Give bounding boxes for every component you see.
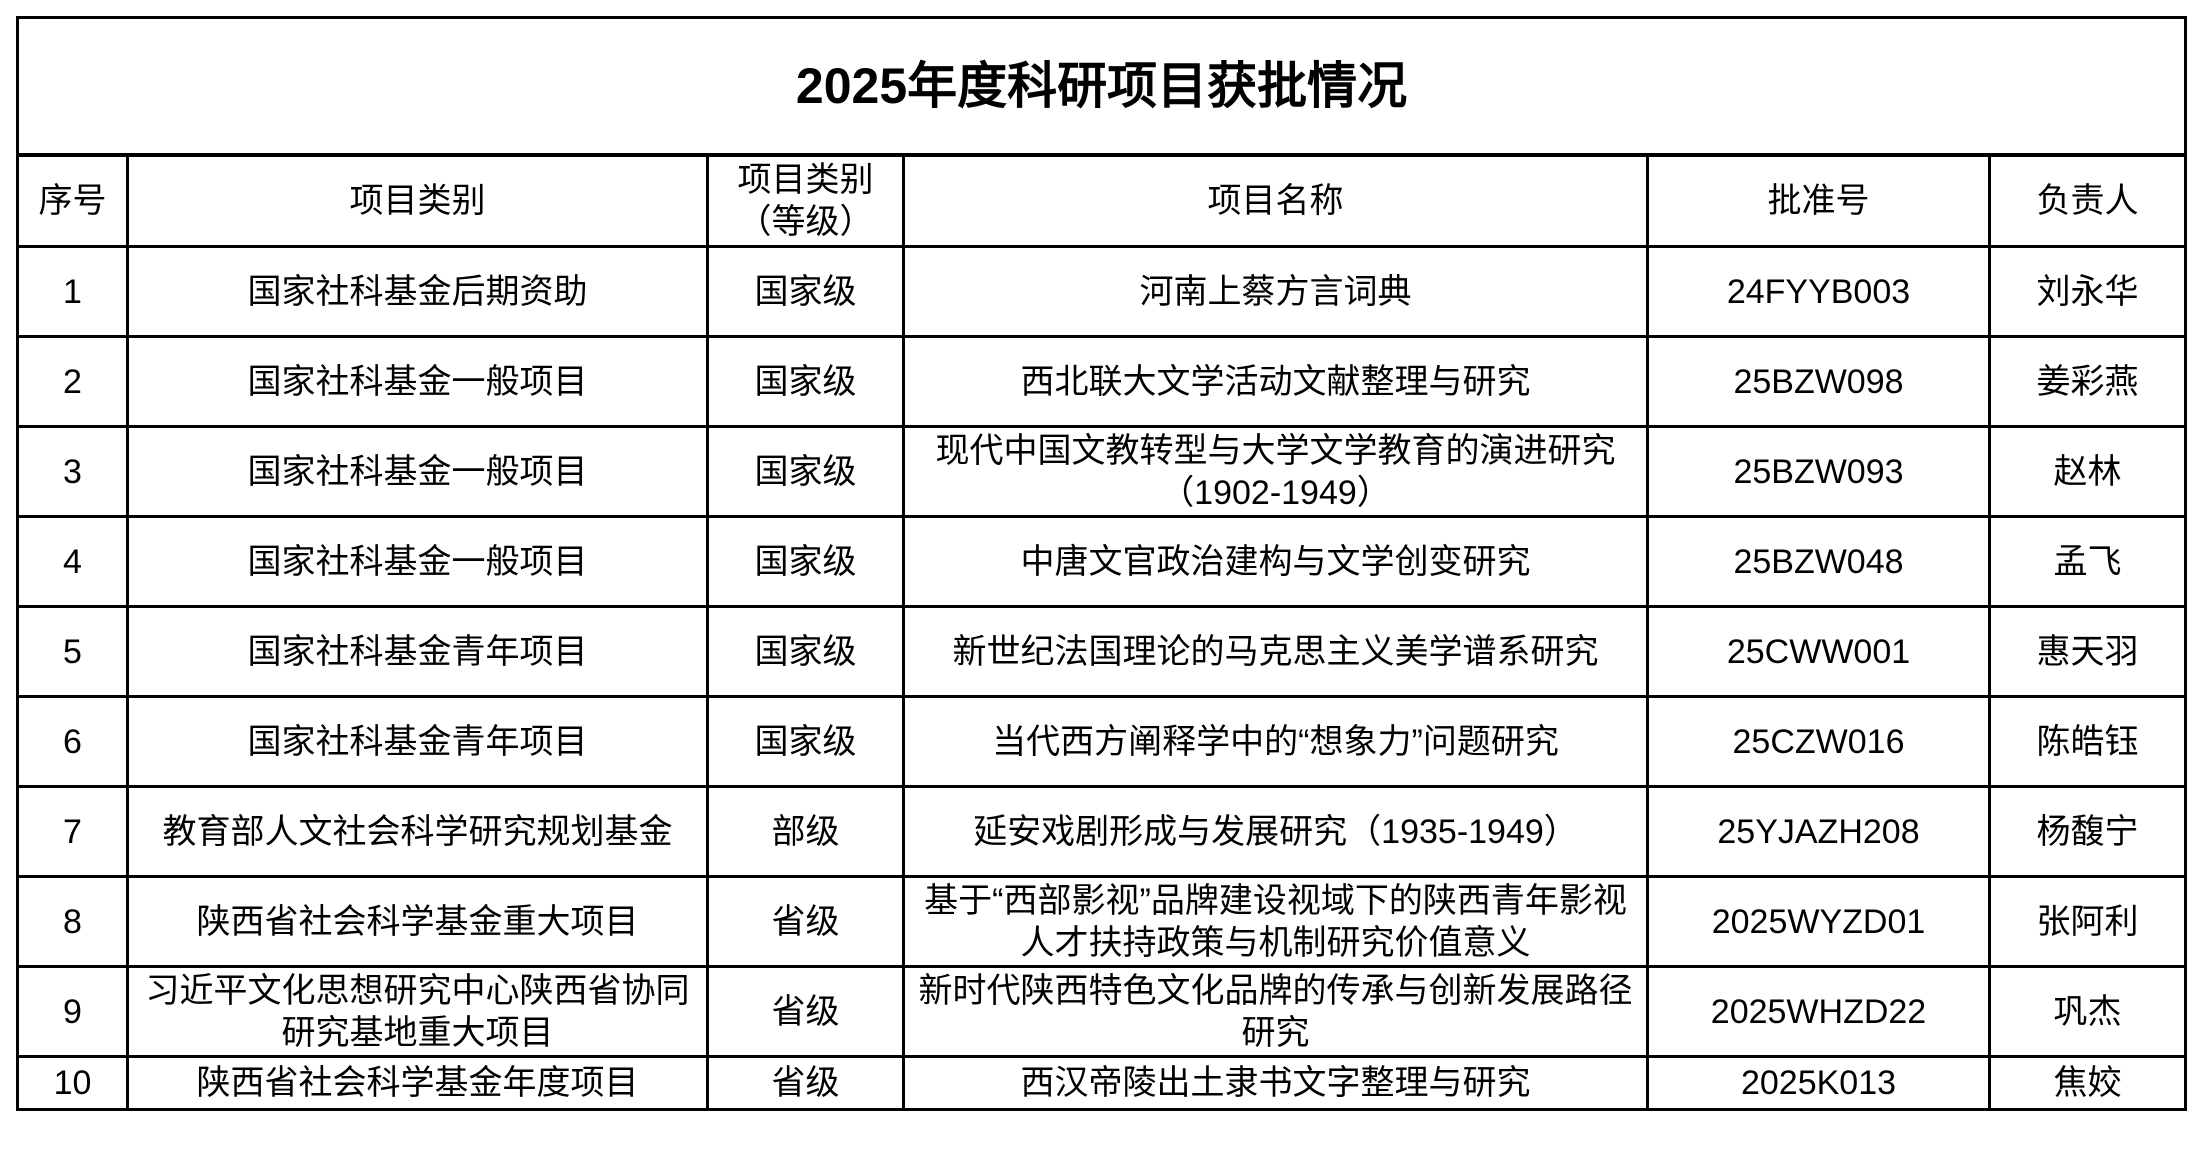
cell-no: 8 bbox=[16, 875, 129, 968]
cell-category: 国家社科基金一般项目 bbox=[126, 425, 709, 518]
cell-name: 延安戏剧形成与发展研究（1935-1949） bbox=[902, 785, 1649, 878]
header-no: 序号 bbox=[16, 153, 129, 248]
cell-name: 中唐文官政治建构与文学创变研究 bbox=[902, 515, 1649, 608]
cell-level: 国家级 bbox=[706, 245, 905, 338]
cell-leader: 孟飞 bbox=[1987, 515, 2188, 608]
cell-leader: 焦姣 bbox=[1987, 1055, 2188, 1111]
cell-code: 2025WYZD01 bbox=[1646, 875, 1991, 968]
cell-category: 教育部人文社会科学研究规划基金 bbox=[126, 785, 709, 878]
cell-category: 陕西省社会科学基金年度项目 bbox=[126, 1055, 709, 1111]
cell-leader: 张阿利 bbox=[1987, 875, 2188, 968]
cell-level: 国家级 bbox=[706, 425, 905, 518]
cell-code: 25BZW048 bbox=[1646, 515, 1991, 608]
cell-category: 习近平文化思想研究中心陕西省协同研究基地重大项目 bbox=[126, 965, 709, 1058]
table-row: 7 教育部人文社会科学研究规划基金 部级 延安戏剧形成与发展研究（1935-1949）… bbox=[16, 785, 2188, 878]
cell-level: 国家级 bbox=[706, 605, 905, 698]
cell-name: 河南上蔡方言词典 bbox=[902, 245, 1649, 338]
cell-code: 25BZW098 bbox=[1646, 335, 1991, 428]
cell-level: 省级 bbox=[706, 1055, 905, 1111]
cell-code: 2025K013 bbox=[1646, 1055, 1991, 1111]
cell-leader: 巩杰 bbox=[1987, 965, 2188, 1058]
cell-category: 国家社科基金一般项目 bbox=[126, 335, 709, 428]
cell-no: 6 bbox=[16, 695, 129, 788]
cell-no: 2 bbox=[16, 335, 129, 428]
cell-name: 新世纪法国理论的马克思主义美学谱系研究 bbox=[902, 605, 1649, 698]
table-row: 6 国家社科基金青年项目 国家级 当代西方阐释学中的“想象力”问题研究 25CZW016… bbox=[16, 695, 2188, 788]
header-level-line2: （等级） bbox=[737, 203, 874, 241]
cell-category: 国家社科基金后期资助 bbox=[126, 245, 709, 338]
cell-code: 2025WHZD22 bbox=[1646, 965, 1991, 1058]
header-category: 项目类别 bbox=[126, 153, 709, 248]
cell-no: 3 bbox=[16, 425, 129, 518]
cell-code: 25CWW001 bbox=[1646, 605, 1991, 698]
cell-no: 7 bbox=[16, 785, 129, 878]
header-name: 项目名称 bbox=[902, 153, 1649, 248]
cell-no: 9 bbox=[16, 965, 129, 1058]
cell-level: 国家级 bbox=[706, 335, 905, 428]
table-row: 1 国家社科基金后期资助 国家级 河南上蔡方言词典 24FYYB003 刘永华 bbox=[16, 245, 2188, 338]
cell-leader: 刘永华 bbox=[1987, 245, 2188, 338]
cell-category: 国家社科基金青年项目 bbox=[126, 605, 709, 698]
cell-no: 5 bbox=[16, 605, 129, 698]
cell-no: 1 bbox=[16, 245, 129, 338]
cell-code: 25YJAZH208 bbox=[1646, 785, 1991, 878]
cell-leader: 姜彩燕 bbox=[1987, 335, 2188, 428]
table-row: 2 国家社科基金一般项目 国家级 西北联大文学活动文献整理与研究 25BZW098 姜彩燕 bbox=[16, 335, 2188, 428]
cell-name: 西北联大文学活动文献整理与研究 bbox=[902, 335, 1649, 428]
cell-level: 省级 bbox=[706, 875, 905, 968]
header-level: 项目类别 （等级） bbox=[706, 153, 905, 248]
cell-leader: 惠天羽 bbox=[1987, 605, 2188, 698]
table-row: 10 陕西省社会科学基金年度项目 省级 西汉帝陵出土隶书文字整理与研究 2025K013… bbox=[16, 1055, 2188, 1111]
table-row: 5 国家社科基金青年项目 国家级 新世纪法国理论的马克思主义美学谱系研究 25CWW00… bbox=[16, 605, 2188, 698]
cell-level: 部级 bbox=[706, 785, 905, 878]
header-code: 批准号 bbox=[1646, 153, 1991, 248]
cell-category: 国家社科基金一般项目 bbox=[126, 515, 709, 608]
table-row: 3 国家社科基金一般项目 国家级 现代中国文教转型与大学文学教育的演进研究（1902-… bbox=[16, 425, 2188, 518]
cell-leader: 赵林 bbox=[1987, 425, 2188, 518]
cell-name: 西汉帝陵出土隶书文字整理与研究 bbox=[902, 1055, 1649, 1111]
page-title: 2025年度科研项目获批情况 bbox=[15, 16, 2188, 157]
cell-code: 24FYYB003 bbox=[1646, 245, 1991, 338]
cell-category: 国家社科基金青年项目 bbox=[126, 695, 709, 788]
cell-name: 新时代陕西特色文化品牌的传承与创新发展路径研究 bbox=[902, 965, 1649, 1058]
cell-level: 国家级 bbox=[706, 695, 905, 788]
cell-code: 25BZW093 bbox=[1646, 425, 1991, 518]
header-level-line1: 项目类别 bbox=[737, 161, 874, 199]
table-row: 4 国家社科基金一般项目 国家级 中唐文官政治建构与文学创变研究 25BZW048 孟飞 bbox=[16, 515, 2188, 608]
cell-name: 基于“西部影视”品牌建设视域下的陕西青年影视人才扶持政策与机制研究价值意义 bbox=[902, 875, 1649, 968]
cell-no: 10 bbox=[16, 1055, 129, 1111]
cell-name: 现代中国文教转型与大学文学教育的演进研究（1902-1949） bbox=[902, 425, 1649, 518]
cell-name: 当代西方阐释学中的“想象力”问题研究 bbox=[902, 695, 1649, 788]
projects-table: 2025年度科研项目获批情况 序号 项目类别 项目类别 （等级） 项目名称 批准… bbox=[15, 16, 2188, 1111]
header-leader: 负责人 bbox=[1987, 153, 2188, 248]
table-row: 9 习近平文化思想研究中心陕西省协同研究基地重大项目 省级 新时代陕西特色文化品牌的传… bbox=[16, 965, 2188, 1058]
cell-level: 省级 bbox=[706, 965, 905, 1058]
cell-level: 国家级 bbox=[706, 515, 905, 608]
table-row: 8 陕西省社会科学基金重大项目 省级 基于“西部影视”品牌建设视域下的陕西青年影视人才… bbox=[16, 875, 2188, 968]
cell-leader: 陈皓钰 bbox=[1987, 695, 2188, 788]
cell-no: 4 bbox=[16, 515, 129, 608]
cell-leader: 杨馥宁 bbox=[1987, 785, 2188, 878]
cell-category: 陕西省社会科学基金重大项目 bbox=[126, 875, 709, 968]
cell-code: 25CZW016 bbox=[1646, 695, 1991, 788]
